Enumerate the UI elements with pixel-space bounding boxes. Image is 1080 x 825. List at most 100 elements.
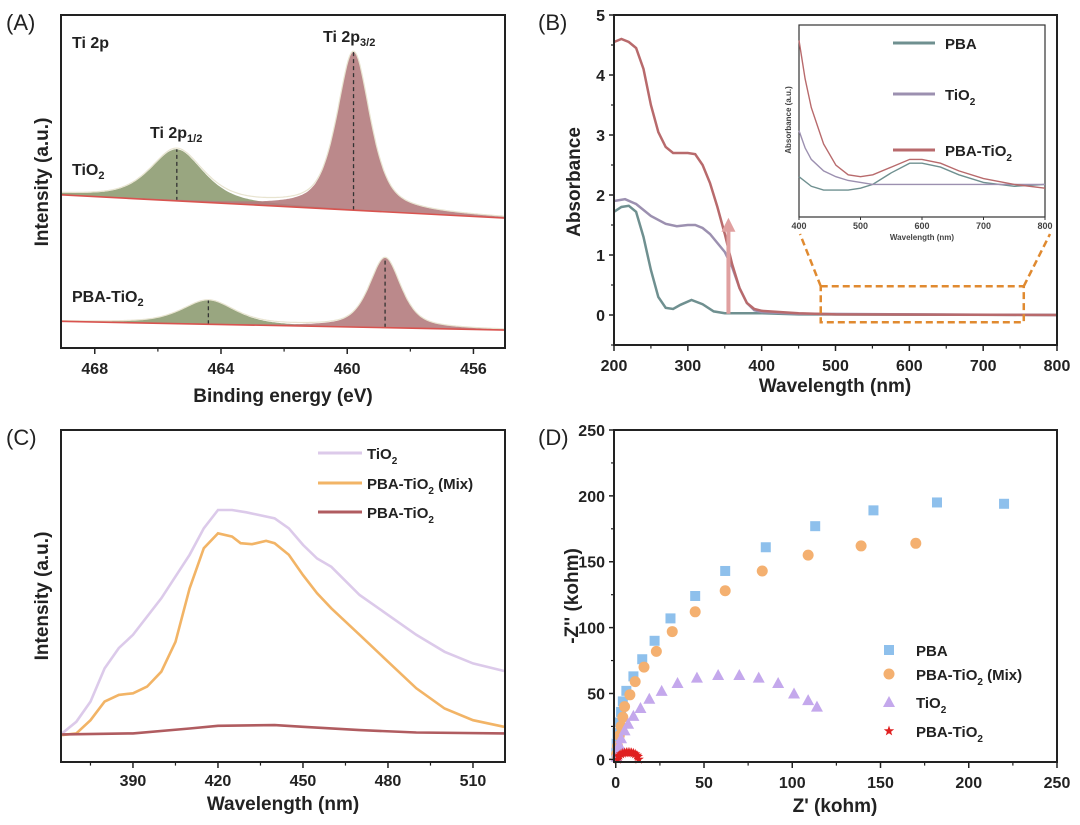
legend-marker-pba-tio2 [883, 725, 895, 736]
data-point-pba-tio2-mix- [756, 565, 768, 577]
x-axis-title: Binding energy (eV) [193, 386, 372, 407]
data-point-pba-tio2-mix- [666, 626, 678, 638]
data-point-pba-tio2-mix- [624, 689, 636, 701]
data-point-tio2 [613, 738, 626, 750]
data-point-tio2 [690, 671, 703, 683]
y-tick-label: 5 [596, 8, 605, 25]
data-point-pba [760, 542, 771, 553]
legend-main: PBA [945, 36, 977, 53]
legend-tail: (Mix) [983, 667, 1022, 684]
y-tick-label: 3 [596, 128, 605, 145]
data-point-pba-tio2-mix- [629, 676, 641, 688]
data-point-tio2 [752, 671, 765, 683]
zoom-connector-right [1022, 233, 1052, 287]
data-point-tio2 [634, 701, 647, 713]
series-line-pba-tio2-mix- [61, 531, 505, 737]
inset-series-line-tio2 [798, 130, 1045, 186]
y-tick-label: 50 [587, 686, 605, 703]
legend-marker-tio2 [883, 696, 895, 707]
baseline-pba-tio2 [60, 320, 506, 331]
x-tick-label: 700 [970, 358, 997, 375]
series-line-pba-tio2 [613, 37, 1058, 317]
x-tick-label: 420 [205, 773, 232, 790]
data-point-pba-tio2-mix- [855, 540, 867, 552]
plot-frame [613, 429, 1058, 763]
y-tick-label: 4 [596, 68, 605, 85]
inset-x-tick-label: 500 [853, 221, 868, 231]
data-point-pba [868, 505, 879, 516]
envelope-line-pba-tio2 [61, 256, 505, 330]
x-tick-label: 300 [674, 358, 701, 375]
x-tick-label: 450 [290, 773, 317, 790]
inset-x-tick-label: 700 [976, 221, 991, 231]
inset-frame [798, 24, 1046, 218]
data-point-tio2 [655, 684, 668, 696]
legend: PBA PBA-TiO2 (Mix) TiO2 PBA-TiO2 [883, 643, 1022, 745]
inset-series-line-pba [798, 162, 1046, 191]
envelope-line-tio2 [60, 50, 506, 217]
y-tick-label: 250 [578, 423, 605, 440]
series-label-pba-tio2: PBA-TiO2 [72, 289, 144, 309]
peak-label-main: Ti 2p [150, 125, 187, 142]
data-point-tio2 [788, 687, 801, 699]
data-point-pba-tio2-mix- [689, 606, 701, 618]
legend-sub: 2 [977, 677, 983, 688]
data-point-tio2 [618, 724, 631, 736]
data-point-pba [617, 696, 628, 707]
legend-sub: 2 [1006, 153, 1012, 164]
peak-label-2p1-2: Ti 2p1/2 [150, 125, 202, 145]
data-point-pba-tio2-mix- [617, 711, 629, 723]
data-point-tio2 [627, 709, 640, 721]
data-point-tio2 [712, 669, 725, 681]
data-point-pba [999, 498, 1010, 509]
legend-main: TiO [367, 446, 392, 463]
legend-main: PBA-TiO [916, 724, 978, 741]
data-point-tio2 [802, 694, 815, 706]
x-tick-label: 150 [867, 775, 894, 792]
x-tick-label: 500 [822, 358, 849, 375]
x-tick-label: 100 [779, 775, 806, 792]
data-point-pba-tio2 [633, 753, 644, 764]
data-point-pba-tio2-mix- [719, 585, 731, 597]
data-point-tio2 [772, 676, 785, 688]
legend-main: PBA-TiO [367, 476, 429, 493]
data-point-pba-tio2-mix- [650, 645, 662, 657]
y-tick-label: 0 [596, 308, 605, 325]
legend-label-tio2: TiO2 [367, 446, 398, 467]
x-tick-label: 250 [1044, 775, 1071, 792]
legend-main: PBA [916, 643, 948, 660]
inset-series-line-pba-tio2 [798, 40, 1046, 189]
panel-b: (B) 200 300 400 500 600 700 800 0 1 2 3 4 5 400 500 600… [538, 8, 1070, 397]
legend-marker-pba [884, 645, 894, 655]
series-label-main: PBA-TiO [72, 289, 137, 306]
x-tick-label: 400 [748, 358, 775, 375]
y-tick-label: 150 [578, 555, 605, 572]
data-point-pba-tio2-mix- [910, 537, 922, 549]
data-point-pba-tio2-mix- [619, 701, 631, 713]
x-tick-label: 510 [460, 773, 487, 790]
legend-tail: (Mix) [434, 476, 473, 493]
panel-b-label: (B) [538, 10, 567, 35]
x-axis-title: Wavelength (nm) [207, 794, 359, 815]
x-tick-label: 456 [460, 361, 487, 378]
x-tick-label: 800 [1044, 358, 1071, 375]
legend-label-mix: PBA-TiO2 (Mix) [367, 476, 473, 497]
series-label-sub: 2 [137, 297, 143, 309]
y-axis-title: Intensity (a.u.) [32, 118, 53, 247]
panel-c-label: (C) [6, 425, 37, 450]
data-point-tio2 [643, 692, 656, 704]
y-tick-label: 200 [578, 489, 605, 506]
series-line-tio2 [61, 508, 505, 735]
series-line-pba [613, 204, 1058, 317]
panel-d: (D) 0 50 100 150 200 250 0 50 100 150 200 250 PBA P… [538, 423, 1070, 817]
legend-sub: 2 [428, 515, 434, 526]
data-point-pba-tio2 [629, 748, 641, 759]
panel-a: (A) 468 464 460 456 Ti 2p Ti 2p3/2 Ti 2p1/2… [6, 10, 506, 407]
legend-main: PBA-TiO [367, 505, 429, 522]
x-tick-label: 600 [896, 358, 923, 375]
series-label-main: TiO [72, 162, 98, 179]
legend-label-pba-tio2: PBA-TiO2 [367, 505, 434, 526]
legend-sub: 2 [428, 486, 434, 497]
data-point-tio2 [733, 669, 746, 681]
